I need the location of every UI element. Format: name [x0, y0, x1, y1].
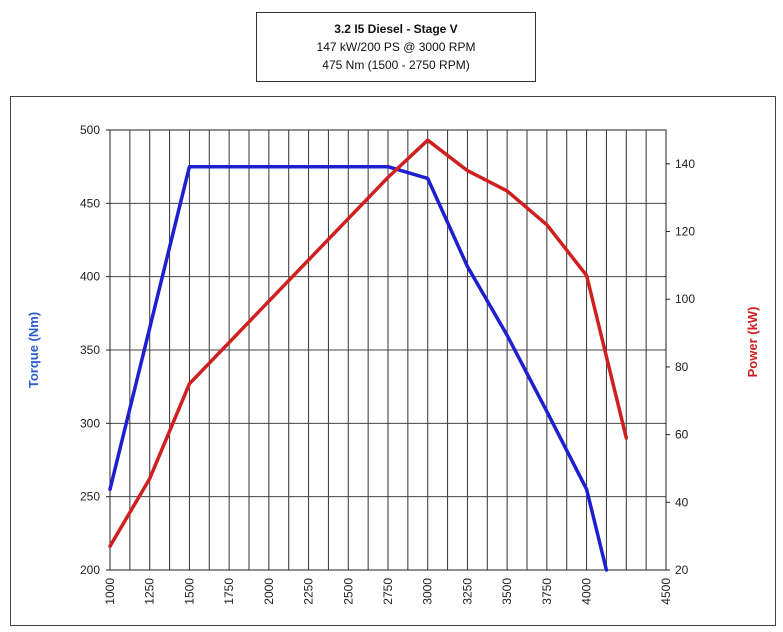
x-tick-label: 1500 — [182, 578, 196, 605]
grid-lines — [110, 129, 666, 571]
x-tick-label: 3000 — [421, 578, 435, 605]
right-tick-label: 100 — [675, 292, 695, 306]
power-axis-ticks: 20 40 60 80 100 120 140 — [666, 157, 695, 577]
x-tick-label: 3500 — [500, 578, 514, 605]
chart-title-box: 3.2 I5 Diesel - Stage V 147 kW/200 PS @ … — [256, 12, 536, 82]
x-tick-label: 1750 — [222, 578, 236, 605]
left-tick-label: 300 — [80, 416, 100, 430]
right-tick-label: 140 — [675, 157, 695, 171]
chart-title-line-3: 475 Nm (1500 - 2750 RPM) — [322, 58, 470, 72]
right-tick-label: 80 — [675, 360, 689, 374]
torque-axis-label: Torque (Nm) — [26, 312, 41, 388]
right-tick-label: 120 — [675, 225, 695, 239]
x-tick-label: 4000 — [580, 578, 594, 605]
right-tick-label: 20 — [675, 563, 689, 577]
chart-title-line-1: 3.2 I5 Diesel - Stage V — [334, 22, 458, 36]
left-tick-label: 350 — [80, 343, 100, 357]
x-tick-label: 3250 — [460, 578, 474, 605]
x-tick-label: 2000 — [262, 578, 276, 605]
left-tick-label: 250 — [80, 490, 100, 504]
x-tick-label: 2500 — [341, 578, 355, 605]
left-tick-label: 200 — [80, 563, 100, 577]
power-axis-label: Power (kW) — [745, 307, 760, 378]
torque-axis-ticks: 200 250 300 350 400 450 500 — [80, 123, 110, 577]
x-tick-label: 1000 — [103, 578, 117, 605]
x-tick-label: 4500 — [659, 578, 673, 605]
x-tick-label: 2250 — [302, 578, 316, 605]
x-tick-label: 2750 — [381, 578, 395, 605]
right-tick-label: 40 — [675, 495, 689, 509]
torque-series-line — [108, 164, 609, 572]
right-tick-label: 60 — [675, 428, 689, 442]
chart-frame — [10, 96, 776, 626]
left-tick-label: 500 — [80, 123, 100, 137]
series-lines — [108, 138, 629, 572]
left-tick-label: 450 — [80, 196, 100, 210]
left-tick-label: 400 — [80, 270, 100, 284]
chart-title-line-2: 147 kW/200 PS @ 3000 RPM — [316, 40, 476, 54]
x-tick-label: 3750 — [540, 578, 554, 605]
rpm-axis-ticks: 1000 1250 1500 1750 2000 2250 2500 2750 3000 3250… — [103, 578, 673, 605]
x-tick-label: 1250 — [143, 578, 157, 605]
power-series-line — [108, 138, 629, 549]
